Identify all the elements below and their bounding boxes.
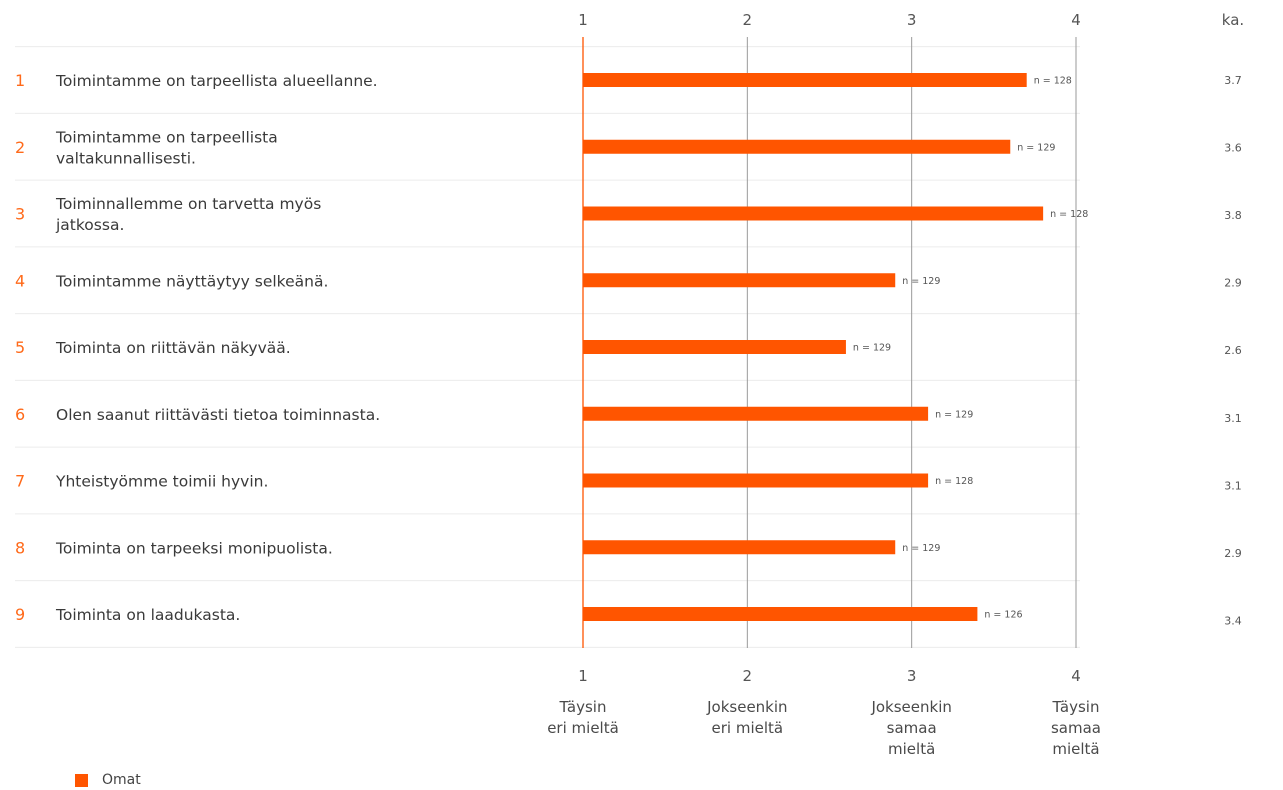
mean-value: 3.1 <box>1224 412 1242 425</box>
scale-caption: Täysin <box>559 698 607 716</box>
x-tick-label-bottom: 1 <box>578 667 588 685</box>
mean-value: 2.6 <box>1224 344 1242 357</box>
scale-caption: eri mieltä <box>547 719 619 737</box>
mean-value: 2.9 <box>1224 547 1242 560</box>
bar <box>583 607 978 621</box>
bar <box>583 73 1027 87</box>
mean-value: 3.4 <box>1224 614 1242 627</box>
category-label: jatkossa. <box>55 216 124 234</box>
row-number: 7 <box>15 472 25 491</box>
legend: Omat <box>75 772 141 788</box>
category-label: Yhteistyömme toimii hyvin. <box>55 473 268 491</box>
category-label: Toiminta on riittävän näkyvää. <box>55 339 291 357</box>
row-number: 5 <box>15 338 25 357</box>
n-label: n = 126 <box>984 610 1022 621</box>
likert-bar-chart: 1 1 2 2 3 3 4 4 Täysin eri mieltä Jokseenkin eri mi… <box>15 11 1244 758</box>
mean-value: 3.1 <box>1224 479 1242 492</box>
mean-value: 3.7 <box>1224 74 1242 87</box>
x-tick-label-top: 2 <box>743 11 753 29</box>
category-label: Olen saanut riittävästi tietoa toiminnas… <box>56 406 380 424</box>
row-number: 9 <box>15 605 25 624</box>
n-label: n = 128 <box>1034 76 1072 87</box>
bar <box>583 473 929 488</box>
bar <box>583 340 846 354</box>
row-number: 3 <box>15 205 25 224</box>
scale-caption: samaa <box>887 719 937 737</box>
x-tick-label-bottom: 4 <box>1071 667 1081 685</box>
mean-column-header: ka. <box>1222 11 1244 29</box>
legend-label: Omat <box>102 772 141 788</box>
category-label: Toimintamme on tarpeellista <box>55 128 278 146</box>
category-label: Toimintamme on tarpeellista alueellanne. <box>55 72 378 90</box>
row-number: 1 <box>15 71 25 90</box>
mean-value: 2.9 <box>1224 277 1242 290</box>
row-number: 2 <box>15 138 25 157</box>
n-label: n = 128 <box>1050 209 1088 220</box>
x-tick-label-top: 3 <box>907 11 917 29</box>
category-label: Toiminta on tarpeeksi monipuolista. <box>55 539 333 557</box>
category-label: valtakunnallisesti. <box>56 149 196 167</box>
mean-value: 3.8 <box>1224 209 1242 222</box>
n-label: n = 129 <box>902 543 940 554</box>
scale-caption: eri mieltä <box>712 719 784 737</box>
bar <box>583 206 1044 221</box>
scale-caption: Jokseenkin <box>870 698 951 716</box>
row-number: 8 <box>15 538 25 557</box>
category-label: Toimintamme näyttäytyy selkeänä. <box>55 272 328 290</box>
x-tick-label-top: 1 <box>578 11 588 29</box>
n-label: n = 129 <box>853 343 891 354</box>
category-label: Toiminta on laadukasta. <box>55 606 240 624</box>
legend-swatch <box>75 773 88 787</box>
category-label: Toiminnallemme on tarvetta myös <box>55 195 321 213</box>
x-tick-label-top: 4 <box>1071 11 1081 29</box>
bar <box>583 139 1011 154</box>
scale-caption: Täysin <box>1052 698 1100 716</box>
n-label: n = 128 <box>935 476 973 487</box>
scale-caption: samaa <box>1051 719 1101 737</box>
x-tick-label-bottom: 3 <box>907 667 917 685</box>
scale-caption: mieltä <box>1052 740 1099 758</box>
bar <box>583 406 929 421</box>
row-number: 6 <box>15 405 25 424</box>
n-label: n = 129 <box>1017 142 1055 153</box>
mean-value: 3.6 <box>1224 142 1242 155</box>
scale-caption: mieltä <box>888 740 935 758</box>
bar <box>583 540 896 555</box>
x-tick-label-bottom: 2 <box>743 667 753 685</box>
n-label: n = 129 <box>935 409 973 420</box>
scale-caption: Jokseenkin <box>706 698 787 716</box>
row-number: 4 <box>15 271 25 290</box>
n-label: n = 129 <box>902 276 940 287</box>
bar <box>583 273 896 288</box>
